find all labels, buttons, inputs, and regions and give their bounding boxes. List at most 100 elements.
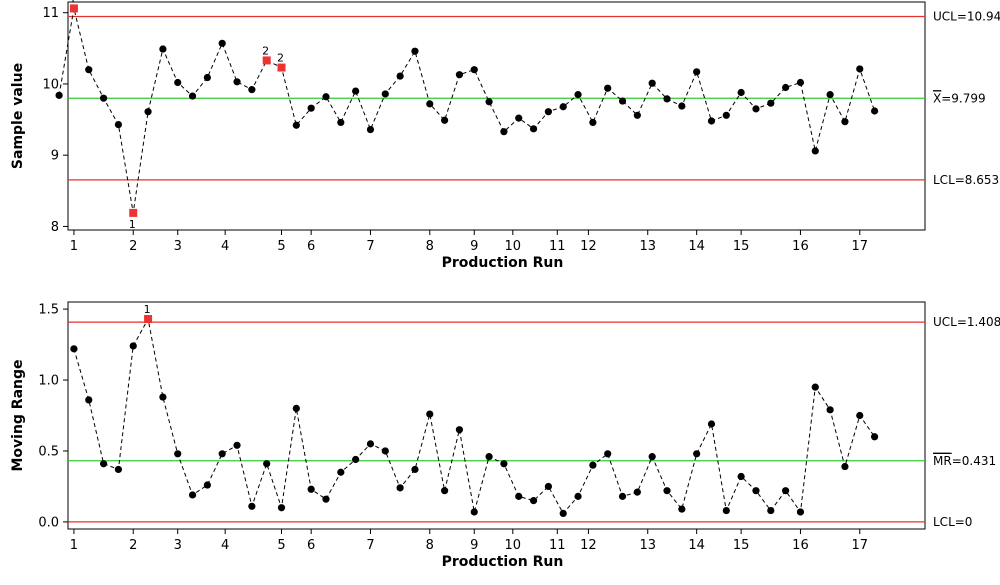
data-point	[159, 45, 167, 53]
y-tick-label: 8	[51, 220, 59, 235]
data-point	[203, 481, 211, 489]
data-point	[99, 460, 108, 468]
x-tick-label: 16	[792, 239, 809, 254]
data-point	[618, 492, 627, 500]
data-point	[352, 87, 360, 95]
data-point	[441, 116, 449, 124]
moving-range-chart-panel: 0.00.51.01.51 2 3 4 5 6 7 8 9 10 11 12 13 14 15 16 17Pro…	[10, 301, 1000, 570]
x-tick-label: 11	[549, 239, 566, 254]
y-tick-label: 11	[42, 6, 59, 21]
flagged-point-label: 1	[69, 0, 76, 5]
x-tick-label: 2	[129, 538, 137, 553]
data-point	[826, 91, 834, 99]
data-point	[841, 462, 849, 471]
data-point	[648, 453, 656, 461]
data-point	[455, 426, 464, 434]
center-line-label-symbol: X	[933, 91, 941, 105]
data-point	[737, 472, 745, 481]
data-point	[381, 447, 389, 455]
flagged-point-label: 1	[129, 218, 136, 231]
x-tick-label: 4	[221, 239, 229, 254]
x-tick-label: 13	[639, 239, 656, 254]
data-point	[752, 105, 760, 113]
data-point	[767, 506, 775, 515]
data-point	[70, 345, 78, 353]
data-point	[693, 450, 701, 458]
flagged-data-point	[277, 63, 286, 72]
x-tick-label: 1	[70, 538, 78, 553]
data-point	[678, 505, 686, 513]
data-point	[174, 450, 182, 458]
x-tick-label: 5	[277, 239, 285, 254]
data-point	[337, 118, 345, 127]
data-point	[796, 78, 805, 87]
data-point	[856, 411, 864, 420]
control-limit-label: LCL=8.653	[933, 173, 999, 187]
data-point	[218, 39, 226, 47]
data-point	[796, 508, 805, 516]
data-point	[856, 65, 864, 73]
data-point	[678, 102, 686, 110]
data-point	[188, 92, 197, 100]
x-tick-label: 6	[307, 538, 315, 553]
data-point	[811, 383, 819, 391]
data-point	[144, 108, 152, 116]
data-point	[618, 97, 627, 105]
data-point	[411, 47, 419, 55]
y-tick-label: 1.0	[38, 374, 59, 389]
data-point	[263, 460, 271, 468]
data-point	[322, 495, 330, 503]
data-point	[322, 93, 330, 101]
flagged-data-point	[262, 56, 271, 65]
x-tick-label: 11	[549, 538, 566, 553]
flagged-data-point	[129, 208, 138, 217]
x-tick-label: 3	[174, 538, 182, 553]
data-point	[218, 450, 226, 458]
data-point	[529, 497, 538, 505]
center-line-label: X=9.799	[933, 91, 986, 105]
data-point	[233, 78, 241, 86]
x-tick-label: 10	[505, 239, 522, 254]
y-tick-label: 0.0	[38, 515, 59, 530]
x-tick-label: 9	[470, 239, 478, 254]
data-point	[589, 461, 597, 469]
data-point	[277, 504, 286, 512]
data-point	[870, 433, 879, 441]
data-point	[381, 90, 389, 98]
x-tick-label: 2	[129, 239, 137, 254]
data-point	[841, 118, 849, 126]
data-point	[248, 502, 256, 510]
x-tick-label: 17	[851, 239, 868, 254]
data-point	[752, 487, 760, 495]
x-tick-label: 14	[688, 239, 705, 254]
data-point	[159, 393, 167, 401]
data-point	[85, 396, 93, 404]
data-point	[396, 72, 404, 80]
x-tick-label: 7	[366, 538, 374, 553]
data-point	[307, 485, 315, 493]
x-tick-label: 15	[733, 538, 750, 553]
data-point	[663, 95, 671, 103]
y-axis-label: Moving Range	[10, 359, 26, 471]
data-point	[544, 482, 552, 491]
center-line-label-symbol: MR	[933, 454, 952, 468]
data-point	[559, 509, 567, 517]
x-tick-label: 14	[688, 538, 705, 553]
x-axis-label: Production Run	[442, 554, 564, 570]
data-point	[722, 506, 730, 515]
data-point	[782, 487, 790, 495]
flagged-point-label: 2	[277, 52, 284, 65]
data-point	[515, 492, 523, 500]
data-point	[485, 98, 493, 106]
center-line-label: MR=0.431	[933, 454, 996, 468]
x-tick-label: 16	[792, 538, 809, 553]
data-point	[604, 84, 612, 92]
data-point	[633, 111, 641, 119]
flagged-point-label: 1	[144, 303, 151, 316]
x-tick-label: 13	[639, 538, 656, 553]
data-point	[337, 468, 345, 476]
data-point	[396, 484, 404, 492]
data-point	[529, 125, 538, 133]
